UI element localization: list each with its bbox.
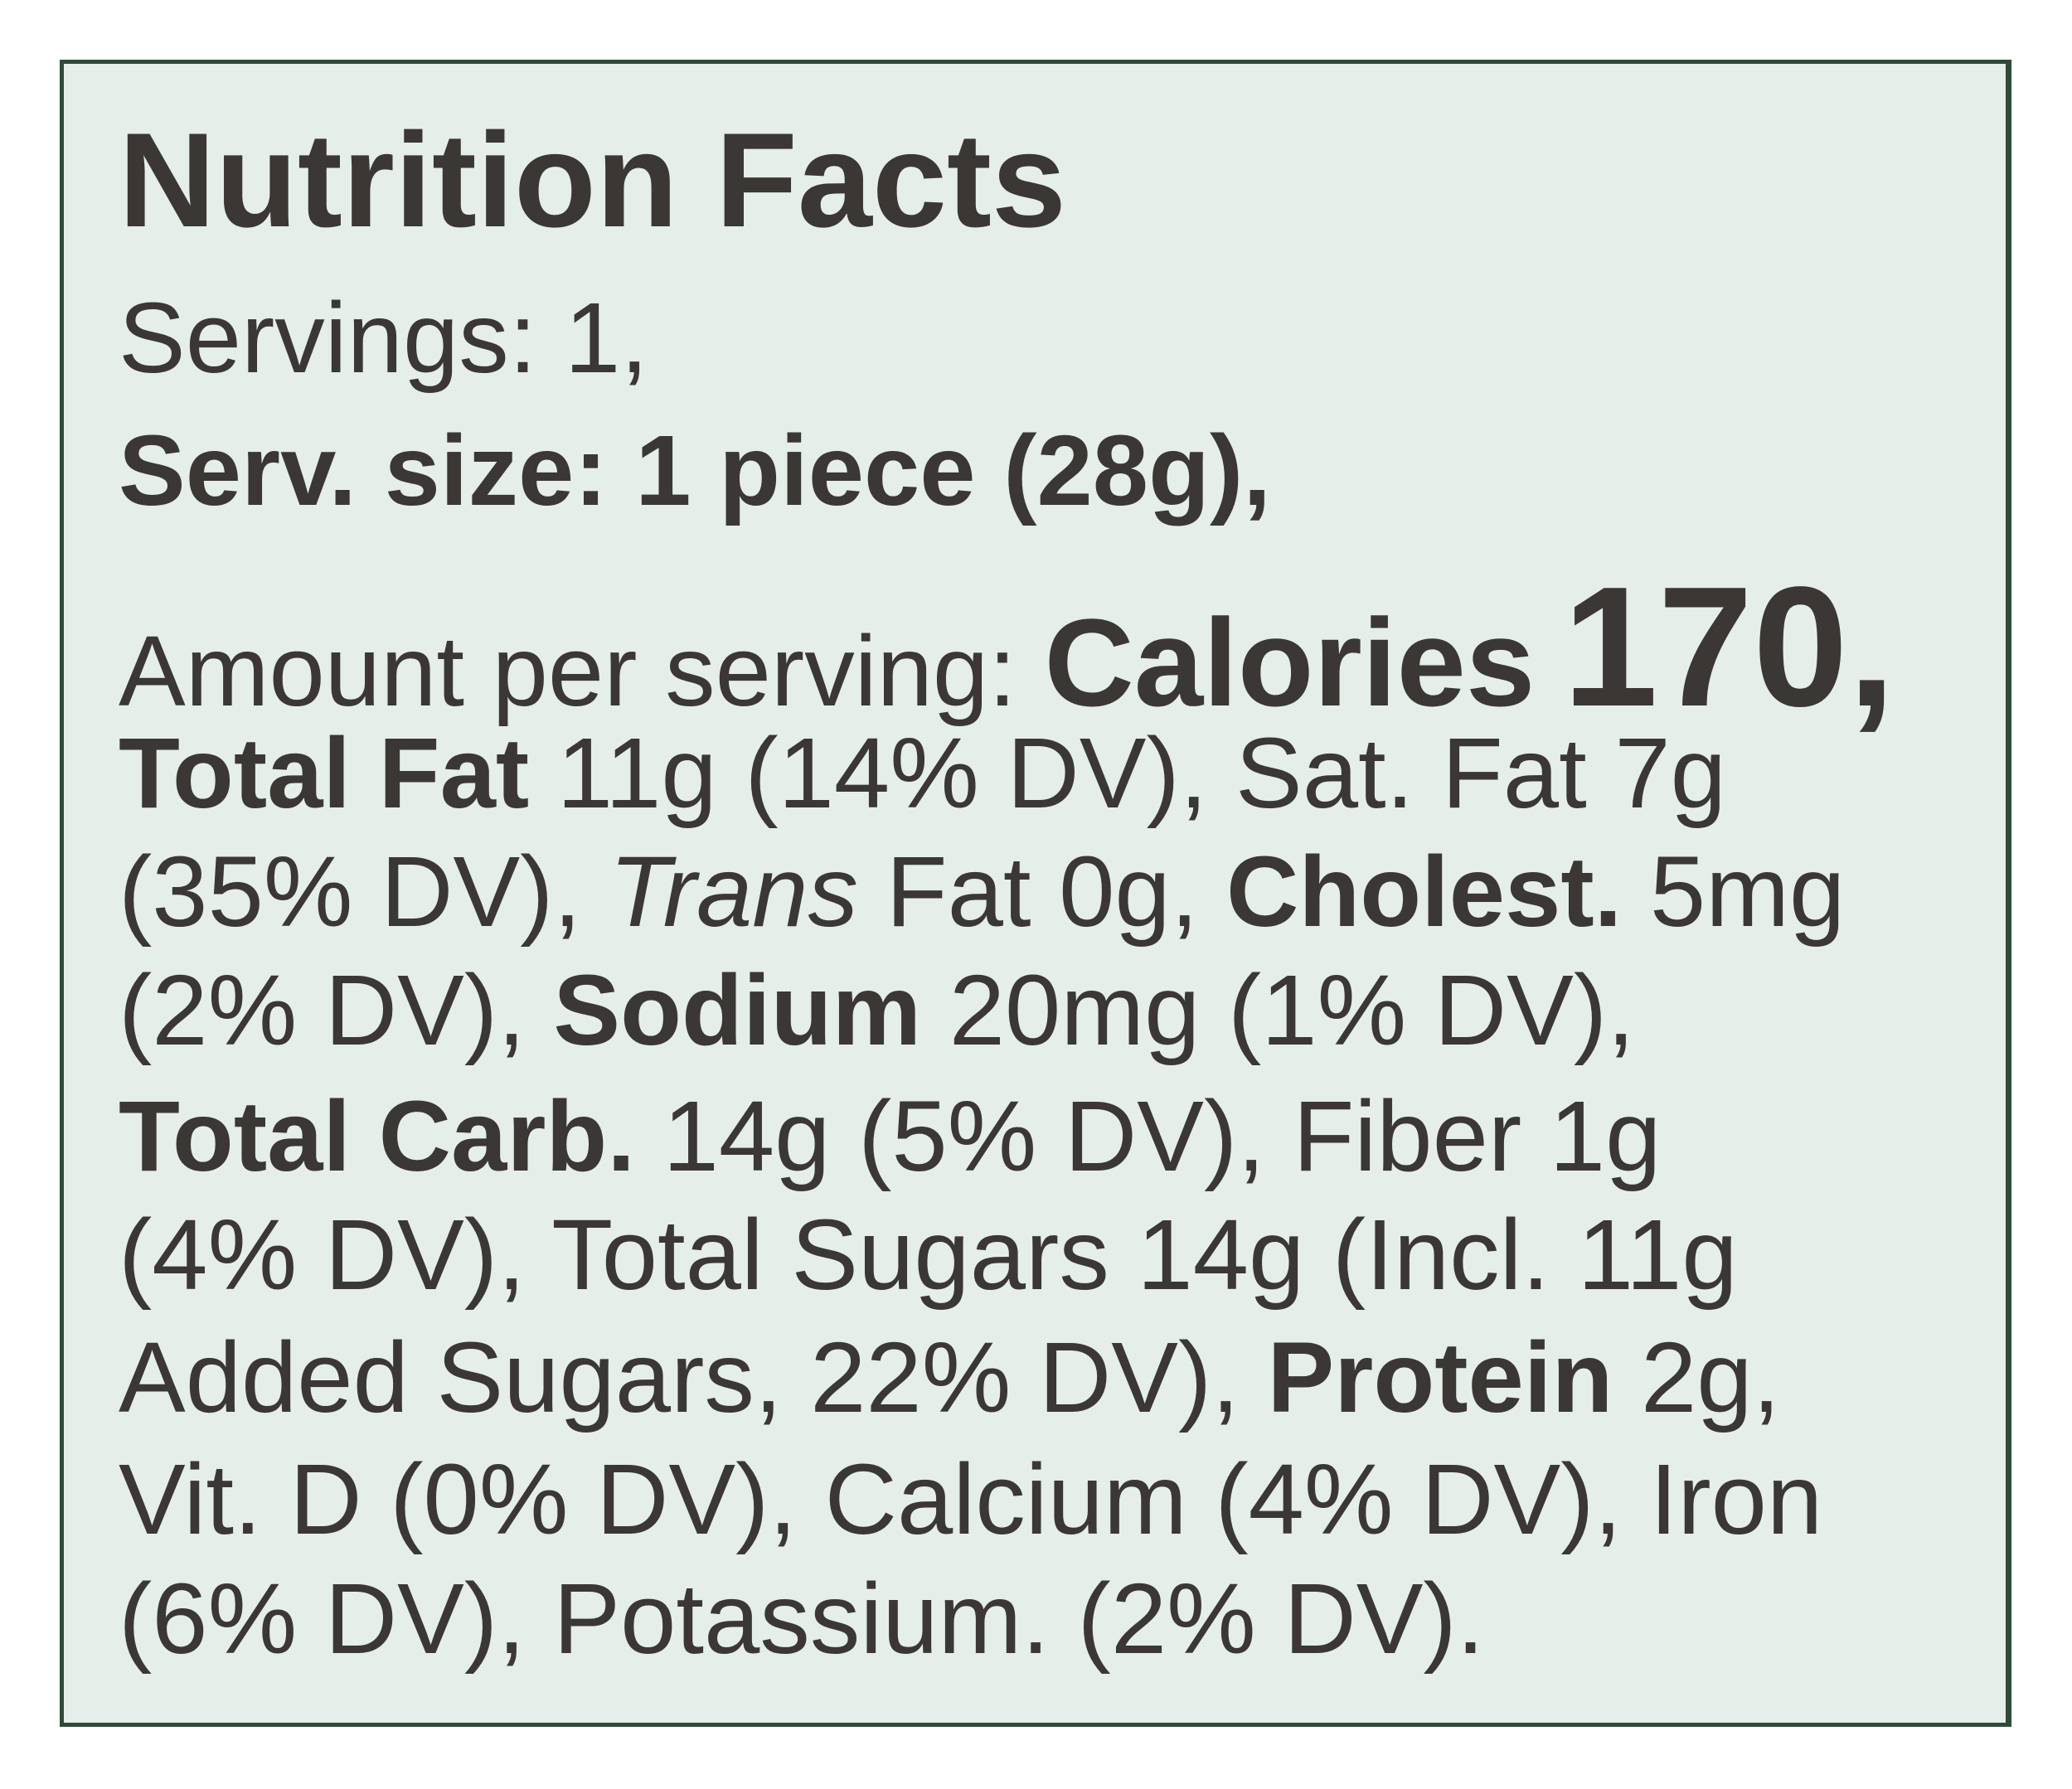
line: Serv. size: 1 piece (28g), bbox=[119, 420, 1271, 521]
line: (6% DV), Potassium. (2% DV). bbox=[119, 1568, 1484, 1669]
nutrient: Total Fat bbox=[119, 716, 530, 829]
calories-value: 170, bbox=[1563, 551, 1895, 742]
text: 11g (14% DV), Sat. Fat 7g bbox=[556, 716, 1726, 829]
line: (2% DV), Sodium 20mg (1% DV), bbox=[119, 960, 1635, 1060]
nutrient: Sodium bbox=[553, 953, 922, 1066]
text: 14g (5% DV), Fiber 1g bbox=[662, 1079, 1662, 1192]
nutrition-panel: Nutrition Facts Servings: 1, Serv. size:… bbox=[60, 60, 2011, 1727]
nutrient: Cholest. bbox=[1225, 835, 1623, 948]
text: Servings: 1, bbox=[119, 281, 648, 394]
text: Serv. size: 1 piece (28g), bbox=[119, 414, 1271, 526]
line: Vit. D (0% DV), Calcium (4% DV), Iron bbox=[119, 1449, 1822, 1549]
text: (6% DV), Potassium. (2% DV). bbox=[119, 1562, 1485, 1675]
text: 2g, bbox=[1641, 1321, 1781, 1433]
text: 5mg bbox=[1649, 835, 1846, 948]
text: Fat 0g, bbox=[886, 835, 1199, 948]
text: Amount per serving: bbox=[119, 614, 1017, 727]
calories-label: Calories bbox=[1044, 593, 1536, 732]
text: Vit. D (0% DV), Calcium (4% DV), Iron bbox=[119, 1442, 1823, 1555]
text: Trans bbox=[609, 835, 859, 948]
line: (4% DV), Total Sugars 14g (Incl. 11g bbox=[119, 1205, 1738, 1305]
text: (2% DV), bbox=[119, 953, 526, 1066]
nutrient: Protein bbox=[1267, 1321, 1613, 1433]
line: Total Carb. 14g (5% DV), Fiber 1g bbox=[119, 1086, 1661, 1186]
line: Added Sugars, 22% DV), Protein 2g, bbox=[119, 1327, 1780, 1428]
line: Total Fat 11g (14% DV), Sat. Fat 7g bbox=[119, 723, 1726, 823]
text: Added Sugars, 22% DV), bbox=[119, 1321, 1240, 1433]
line: Amount per serving: Calories 170, bbox=[119, 561, 1895, 732]
nutrient: Total Carb. bbox=[119, 1079, 635, 1192]
text: (35% DV), bbox=[119, 835, 582, 948]
text: (4% DV), Total Sugars 14g (Incl. 11g bbox=[119, 1198, 1738, 1311]
line: Servings: 1, bbox=[119, 288, 648, 388]
title: Nutrition Facts bbox=[119, 105, 1067, 255]
line: (35% DV), Trans Fat 0g, Cholest. 5mg bbox=[119, 841, 1845, 942]
text: 20mg (1% DV), bbox=[949, 953, 1635, 1066]
